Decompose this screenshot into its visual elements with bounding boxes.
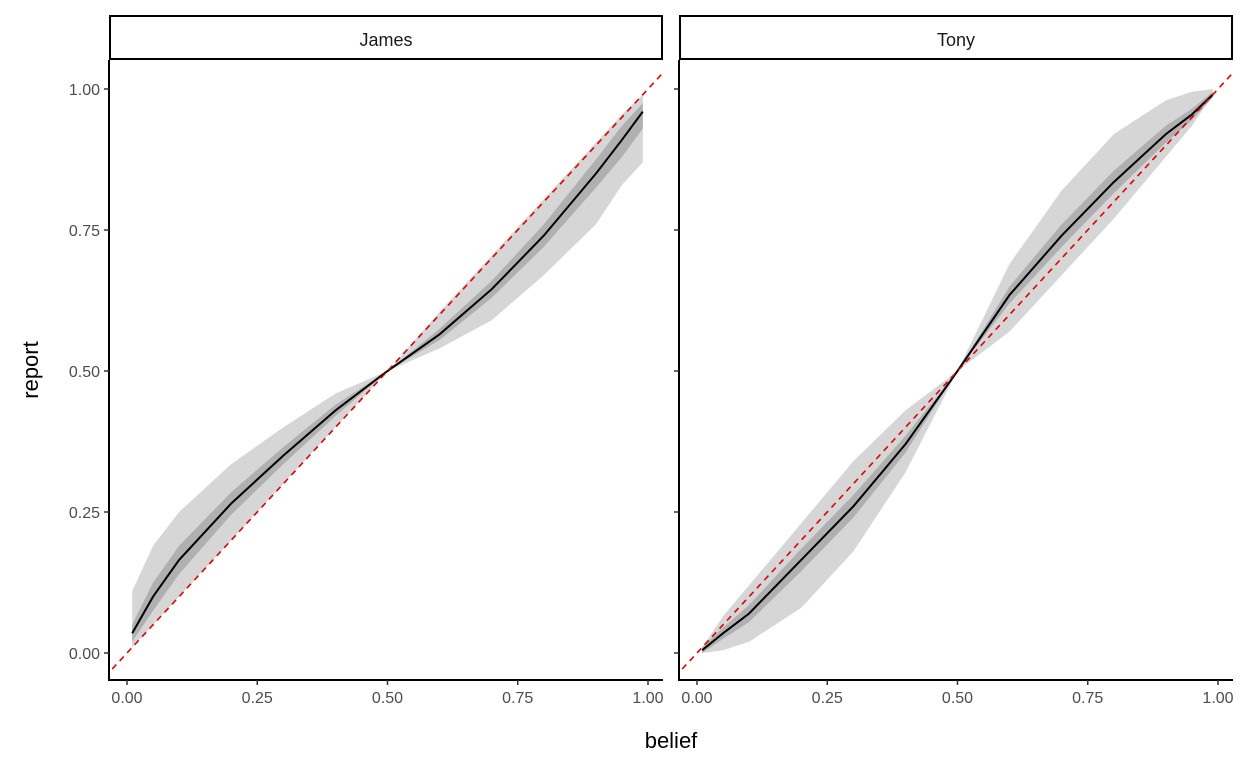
facet-strip [109,15,663,60]
plot-area [679,71,1233,674]
plot-area [109,71,663,674]
y-tick-label: 0.75 [69,223,100,240]
facet-strip [679,15,1233,60]
x-tick-label: 0.00 [111,690,142,707]
x-tick-label: 0.75 [1072,690,1103,707]
x-tick-label: 0.50 [942,690,973,707]
x-tick-label: 0.75 [502,690,533,707]
y-tick-label: 1.00 [69,82,100,99]
y-tick-label: 0.00 [69,646,100,663]
y-tick-label: 0.25 [69,505,100,522]
mean-line [131,111,644,634]
x-tick-label: 0.50 [372,690,403,707]
x-tick-label: 1.00 [1202,690,1233,707]
x-tick-label: 1.00 [632,690,663,707]
x-axis-title: belief [645,728,698,753]
x-tick-label: 0.25 [242,690,273,707]
x-tick-label: 0.25 [812,690,843,707]
facet-label: James [359,30,412,50]
x-tick-label: 0.00 [681,690,712,707]
mean-line [701,93,1214,651]
y-axis-title: report [18,341,43,398]
panel-tony: Tony 0.00 0.25 0.50 0.75 1.00 [674,15,1234,707]
outer-credible-band [132,94,643,648]
y-tick-label: 0.50 [69,364,100,381]
facet-label: Tony [937,30,975,50]
panel-james: James 0.00 0.25 0.50 0.75 1.00 0.00 0.25 0.50 0.7… [69,15,664,707]
